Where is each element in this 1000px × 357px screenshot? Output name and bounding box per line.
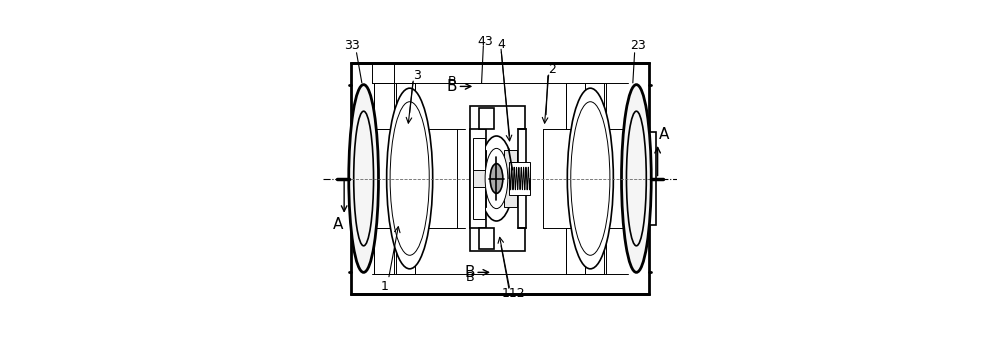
Bar <box>566 228 585 274</box>
Bar <box>473 138 485 170</box>
Bar <box>647 132 656 225</box>
Text: B: B <box>448 75 456 87</box>
Ellipse shape <box>479 136 513 221</box>
Text: 43: 43 <box>477 35 493 47</box>
Bar <box>470 129 486 228</box>
Ellipse shape <box>567 88 613 269</box>
Bar <box>479 228 494 249</box>
Text: 3: 3 <box>414 69 421 82</box>
Text: 2: 2 <box>548 63 556 76</box>
Text: 33: 33 <box>344 39 360 52</box>
Bar <box>396 83 415 129</box>
Text: 112: 112 <box>502 287 525 300</box>
Bar <box>518 129 526 228</box>
Ellipse shape <box>485 149 508 208</box>
Bar <box>374 83 394 129</box>
Text: A: A <box>333 217 344 232</box>
Bar <box>479 108 494 129</box>
Bar <box>585 228 604 274</box>
Ellipse shape <box>490 164 503 193</box>
Text: B: B <box>447 79 457 94</box>
Text: 4: 4 <box>498 38 506 51</box>
Ellipse shape <box>387 88 433 269</box>
Bar <box>473 187 485 219</box>
Bar <box>504 150 517 207</box>
Text: A: A <box>658 127 669 142</box>
Text: B: B <box>465 265 475 280</box>
Ellipse shape <box>349 85 379 272</box>
Bar <box>351 64 649 293</box>
Bar <box>470 106 525 251</box>
Text: 23: 23 <box>630 39 646 52</box>
Text: B: B <box>466 271 474 284</box>
Bar <box>396 228 415 274</box>
Bar <box>566 83 585 129</box>
Bar <box>585 83 604 129</box>
Text: 1: 1 <box>381 280 389 293</box>
Bar <box>374 228 394 274</box>
Ellipse shape <box>621 85 651 272</box>
Bar <box>473 150 486 207</box>
Bar <box>509 162 530 195</box>
